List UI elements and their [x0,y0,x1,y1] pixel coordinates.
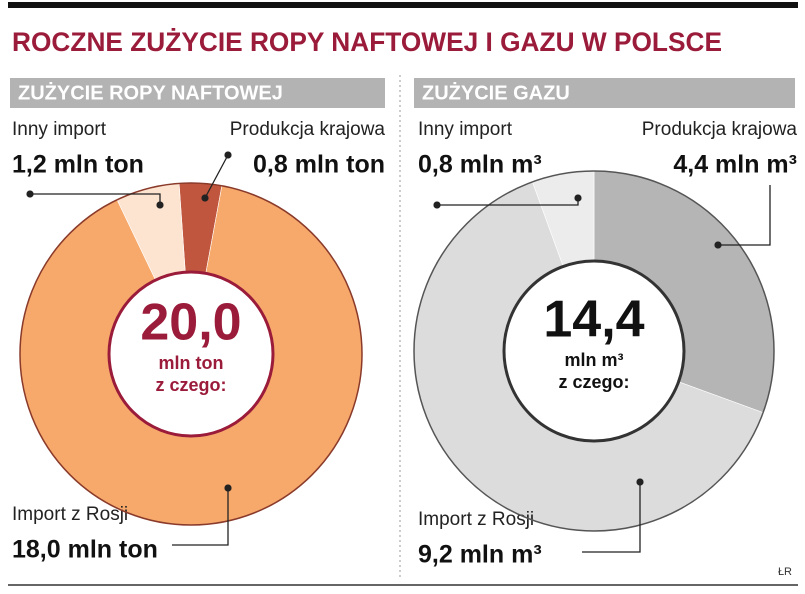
category-label: Produkcja krajowa [230,119,386,140]
total-value: 14,4 [543,291,644,349]
leader-dot [224,484,232,492]
total-note: z czego: [558,372,629,392]
leader-dot [433,201,441,209]
value-label: 0,8 mln m³ [418,151,542,179]
leader-dot [26,190,34,198]
value-label: 1,2 mln ton [12,151,144,179]
leader-dot [574,194,582,202]
leader [30,193,161,205]
category-label: Inny import [418,119,513,140]
section-header: ZUŻYCIE ROPY NAFTOWEJ [18,81,283,104]
title: ROCZNE ZUŻYCIE ROPY NAFTOWEJ I GAZU W PO… [12,27,722,57]
section-header-bar [10,78,385,108]
total-unit: mln m³ [564,350,623,370]
donut-outline [413,170,775,532]
section-header: ZUŻYCIE GAZU [422,81,570,104]
donut-hole [107,270,275,438]
donut-outline [19,182,363,526]
leader-dot [201,194,209,202]
leader-dot [714,241,722,249]
leader-dot [636,478,644,486]
value-label: 4,4 mln m³ [673,151,797,179]
category-label: Import z Rosji [12,504,128,525]
section-header-bar [414,78,795,108]
category-label: Produkcja krajowa [642,119,798,140]
leader-dot [224,151,232,159]
value-label: 9,2 mln m³ [418,541,542,569]
value-label: 0,8 mln ton [253,151,385,179]
leader [204,154,229,199]
leader-dot [156,201,164,209]
total-unit: mln ton [159,353,224,373]
top-rule [8,2,798,8]
leader [582,482,641,553]
category-label: Inny import [12,119,107,140]
donut-hole [502,259,686,443]
total-note: z czego: [155,375,226,395]
leader [718,185,771,246]
leader [172,488,229,546]
total-value: 20,0 [140,294,241,352]
value-label: 18,0 mln ton [12,536,158,564]
credit: ŁR [778,566,792,578]
category-label: Import z Rosji [418,509,534,530]
